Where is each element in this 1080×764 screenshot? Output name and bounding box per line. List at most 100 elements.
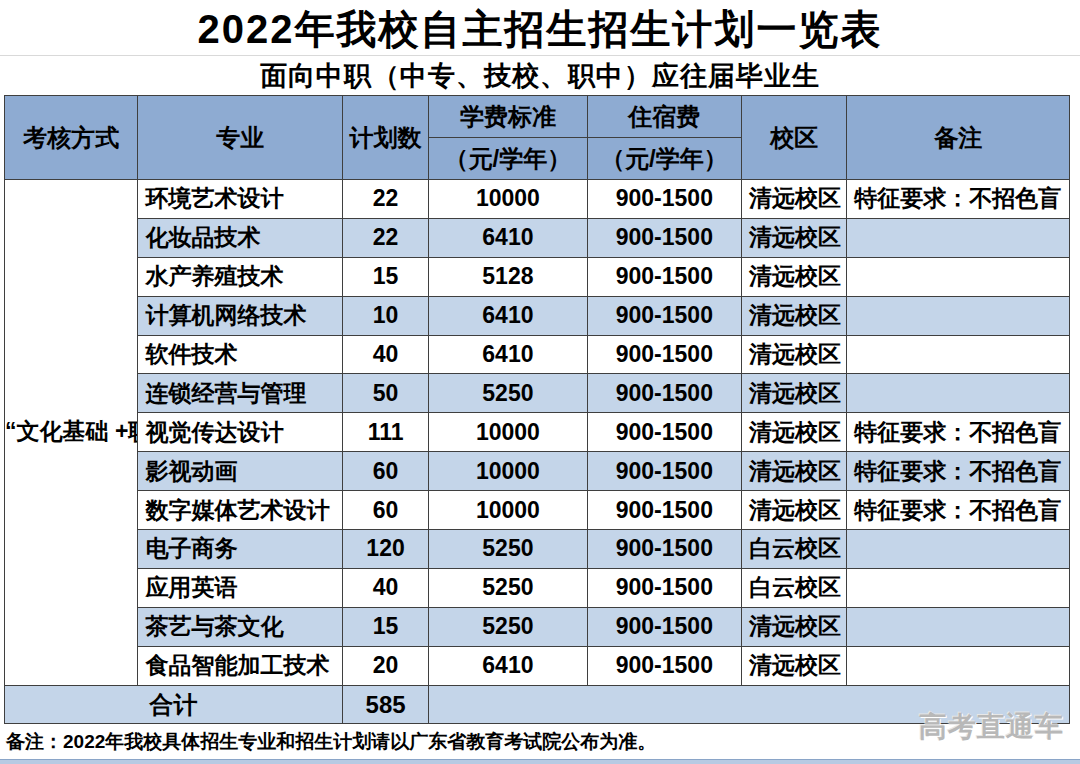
- cell-accommodation: 900-1500: [587, 374, 741, 413]
- cell-remark: 特征要求：不招色盲: [847, 413, 1070, 452]
- table-row: 食品智能加工技术206410900-1500清远校区: [5, 646, 1070, 685]
- total-row: 合计 585: [5, 685, 1070, 724]
- cell-campus: 清远校区: [742, 296, 847, 335]
- table-row: 软件技术406410900-1500清远校区: [5, 335, 1070, 374]
- table-row: “文化基础 +职业技能 ”考核方式环境艺术设计2210000900-1500清远…: [5, 180, 1070, 219]
- cell-plan-count: 40: [342, 335, 428, 374]
- cell-remark: 特征要求：不招色盲: [847, 452, 1070, 491]
- cell-campus: 白云校区: [742, 530, 847, 569]
- cell-major: 连锁经营与管理: [138, 374, 343, 413]
- cell-major: 计算机网络技术: [138, 296, 343, 335]
- cell-tuition: 5128: [429, 257, 587, 296]
- cell-accommodation: 900-1500: [587, 646, 741, 685]
- cell-accommodation: 900-1500: [587, 296, 741, 335]
- table-row: 连锁经营与管理505250900-1500清远校区: [5, 374, 1070, 413]
- header-accommodation-unit: （元/学年）: [587, 138, 741, 180]
- cell-plan-count: 60: [342, 491, 428, 530]
- cell-remark: [847, 530, 1070, 569]
- cell-campus: 清远校区: [742, 413, 847, 452]
- cell-major: 茶艺与茶文化: [138, 607, 343, 646]
- enrollment-plan-table: 考核方式 专业 计划数 学费标准 住宿费 校区 备注 （元/学年） （元/学年）…: [4, 95, 1070, 724]
- cell-tuition: 5250: [429, 607, 587, 646]
- cell-major: 影视动画: [138, 452, 343, 491]
- cell-major: 环境艺术设计: [138, 180, 343, 219]
- cell-accommodation: 900-1500: [587, 413, 741, 452]
- cell-major: 视觉传达设计: [138, 413, 343, 452]
- cell-remark: [847, 257, 1070, 296]
- cell-major: 电子商务: [138, 530, 343, 569]
- cell-plan-count: 20: [342, 646, 428, 685]
- cell-tuition: 10000: [429, 491, 587, 530]
- cell-tuition: 10000: [429, 180, 587, 219]
- cell-plan-count: 22: [342, 218, 428, 257]
- cell-remark: [847, 335, 1070, 374]
- page-subtitle: 面向中职（中专、技校、职中）应往届毕业生: [0, 57, 1080, 95]
- cell-remark: [847, 607, 1070, 646]
- cell-remark: [847, 568, 1070, 607]
- cell-plan-count: 111: [342, 413, 428, 452]
- header-plan-count: 计划数: [342, 96, 428, 180]
- header-campus: 校区: [742, 96, 847, 180]
- header-remark: 备注: [847, 96, 1070, 180]
- table-row: 计算机网络技术106410900-1500清远校区: [5, 296, 1070, 335]
- cell-campus: 清远校区: [742, 218, 847, 257]
- cell-campus: 清远校区: [742, 452, 847, 491]
- page: 2022年我校自主招生招生计划一览表 面向中职（中专、技校、职中）应往届毕业生 …: [0, 0, 1080, 764]
- cell-remark: 特征要求：不招色盲: [847, 491, 1070, 530]
- cell-remark: 特征要求：不招色盲: [847, 180, 1070, 219]
- cell-accommodation: 900-1500: [587, 180, 741, 219]
- cell-campus: 清远校区: [742, 180, 847, 219]
- table-body: “文化基础 +职业技能 ”考核方式环境艺术设计2210000900-1500清远…: [5, 180, 1070, 686]
- table-row: 数字媒体艺术设计6010000900-1500清远校区特征要求：不招色盲: [5, 491, 1070, 530]
- cell-plan-count: 120: [342, 530, 428, 569]
- cell-campus: 清远校区: [742, 491, 847, 530]
- cell-tuition: 6410: [429, 646, 587, 685]
- page-title: 2022年我校自主招生招生计划一览表: [0, 4, 1080, 56]
- cell-accommodation: 900-1500: [587, 607, 741, 646]
- bottom-strip: [0, 759, 1080, 764]
- cell-tuition: 5250: [429, 530, 587, 569]
- table-row: 视觉传达设计11110000900-1500清远校区特征要求：不招色盲: [5, 413, 1070, 452]
- cell-major: 应用英语: [138, 568, 343, 607]
- cell-tuition: 5250: [429, 374, 587, 413]
- cell-tuition: 10000: [429, 452, 587, 491]
- cell-major: 数字媒体艺术设计: [138, 491, 343, 530]
- cell-tuition: 5250: [429, 568, 587, 607]
- cell-remark: [847, 218, 1070, 257]
- cell-accommodation: 900-1500: [587, 491, 741, 530]
- cell-major: 化妆品技术: [138, 218, 343, 257]
- cell-plan-count: 10: [342, 296, 428, 335]
- total-value-cell: 585: [342, 685, 428, 724]
- cell-plan-count: 15: [342, 257, 428, 296]
- table-row: 影视动画6010000900-1500清远校区特征要求：不招色盲: [5, 452, 1070, 491]
- cell-plan-count: 50: [342, 374, 428, 413]
- assessment-method-cell: “文化基础 +职业技能 ”考核方式: [5, 180, 138, 686]
- cell-tuition: 6410: [429, 218, 587, 257]
- header-tuition: 学费标准: [429, 96, 587, 138]
- cell-tuition: 6410: [429, 335, 587, 374]
- footnote: 备注：2022年我校具体招生专业和招生计划请以广东省教育考试院公布为准。: [6, 726, 1074, 758]
- table-row: 化妆品技术226410900-1500清远校区: [5, 218, 1070, 257]
- cell-major: 食品智能加工技术: [138, 646, 343, 685]
- table-row: 应用英语405250900-1500白云校区: [5, 568, 1070, 607]
- cell-tuition: 6410: [429, 296, 587, 335]
- total-empty-cell: [429, 685, 1070, 724]
- header-accommodation: 住宿费: [587, 96, 741, 138]
- cell-accommodation: 900-1500: [587, 335, 741, 374]
- header-assessment: 考核方式: [5, 96, 138, 180]
- cell-plan-count: 40: [342, 568, 428, 607]
- cell-campus: 清远校区: [742, 335, 847, 374]
- cell-major: 软件技术: [138, 335, 343, 374]
- cell-campus: 白云校区: [742, 568, 847, 607]
- cell-plan-count: 15: [342, 607, 428, 646]
- cell-accommodation: 900-1500: [587, 452, 741, 491]
- header-tuition-unit: （元/学年）: [429, 138, 587, 180]
- table-header: 考核方式 专业 计划数 学费标准 住宿费 校区 备注 （元/学年） （元/学年）: [5, 96, 1070, 180]
- cell-campus: 清远校区: [742, 257, 847, 296]
- cell-campus: 清远校区: [742, 607, 847, 646]
- cell-remark: [847, 646, 1070, 685]
- cell-campus: 清远校区: [742, 374, 847, 413]
- table-row: 水产养殖技术155128900-1500清远校区: [5, 257, 1070, 296]
- cell-remark: [847, 296, 1070, 335]
- header-major: 专业: [138, 96, 343, 180]
